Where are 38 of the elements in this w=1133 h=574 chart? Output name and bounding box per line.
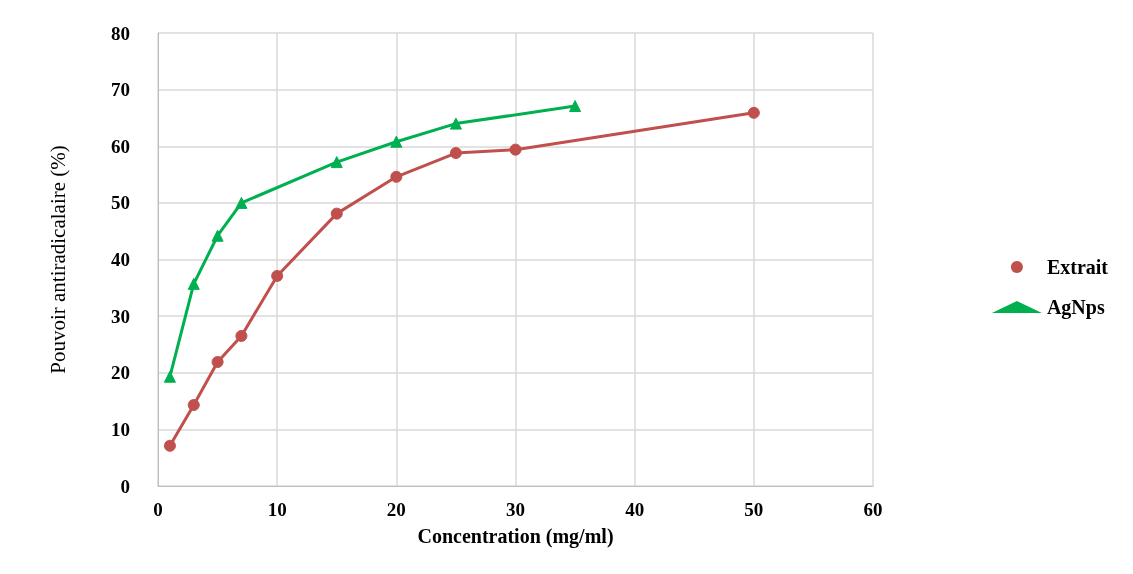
point	[390, 170, 403, 183]
y-tick-label: 10	[111, 418, 130, 440]
x-tick-label: 60	[863, 499, 883, 520]
y-tick-label: 30	[111, 305, 130, 327]
point	[330, 156, 343, 169]
legend-label: AgNps	[1046, 296, 1105, 319]
x-tick-label: 50	[744, 499, 764, 520]
x-tick-label: 20	[386, 499, 406, 520]
point	[187, 399, 200, 412]
legend-label: Extrait	[1046, 256, 1109, 278]
point	[163, 370, 176, 383]
point	[569, 100, 582, 113]
point	[390, 135, 403, 148]
x-tick-label: 10	[267, 499, 287, 520]
y-tick-label: 20	[111, 362, 130, 384]
point	[211, 355, 224, 368]
y-tick-label: 80	[111, 22, 130, 44]
point	[449, 147, 462, 160]
y-axis-title: Pouvoir antiradicalaire (%)	[45, 145, 70, 374]
x-tick-label: 30	[506, 499, 525, 520]
point	[330, 207, 343, 220]
y-tick-label: 0	[120, 475, 130, 497]
x-tick-label: 40	[625, 499, 645, 520]
point	[271, 269, 284, 282]
point	[747, 106, 760, 119]
point	[163, 439, 176, 452]
x-axis-title: Concentration (mg/ml)	[417, 525, 614, 548]
point	[449, 117, 462, 130]
x-tick-label: 0	[153, 499, 163, 520]
y-tick-label: 60	[111, 135, 130, 157]
point	[211, 229, 224, 242]
y-tick-label: 50	[111, 192, 130, 214]
y-tick-label: 70	[111, 79, 130, 101]
point	[235, 329, 248, 342]
point	[235, 196, 248, 209]
point	[509, 143, 522, 156]
y-tick-label: 40	[111, 249, 130, 270]
point	[187, 277, 200, 290]
